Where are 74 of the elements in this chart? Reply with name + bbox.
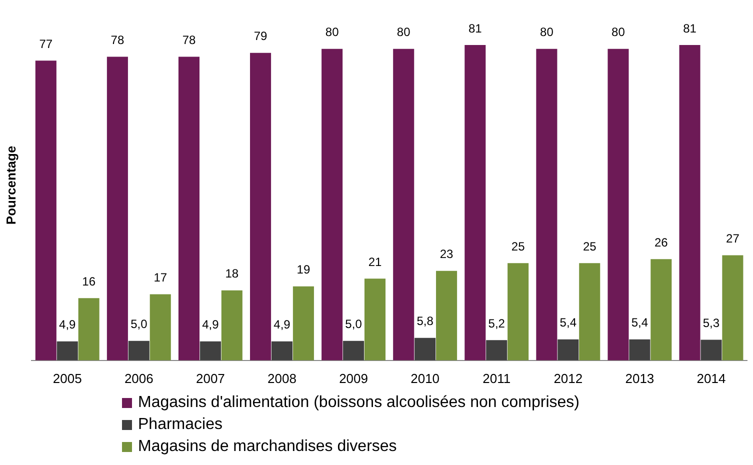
bar [250, 52, 272, 360]
data-label: 19 [296, 262, 310, 277]
x-tick-label: 2008 [268, 370, 296, 386]
bar [78, 298, 100, 360]
bar [558, 339, 579, 360]
legend-label: Pharmacies [138, 415, 222, 435]
data-label: 80 [612, 25, 626, 40]
data-label: 5,3 [702, 316, 720, 330]
bar [536, 48, 558, 360]
x-tick-label: 2009 [339, 370, 368, 386]
data-label: 16 [82, 274, 96, 288]
bar [106, 56, 128, 360]
data-label: 80 [325, 25, 340, 40]
data-label: 4,9 [59, 318, 76, 332]
data-label: 5,4 [631, 316, 648, 330]
x-tick-label: 2006 [124, 370, 154, 386]
data-label: 81 [683, 21, 697, 36]
bar [414, 338, 436, 360]
x-tick-label: 2010 [410, 370, 440, 386]
bar [629, 339, 650, 360]
data-label: 5,2 [488, 316, 506, 330]
bar [35, 60, 56, 360]
bar [364, 278, 386, 360]
data-label: 81 [468, 21, 482, 36]
data-label: 78 [182, 33, 196, 48]
data-label: 18 [225, 266, 239, 281]
data-label: 5,0 [130, 317, 148, 332]
data-label: 23 [440, 247, 454, 262]
data-label: 4,9 [202, 318, 220, 332]
data-label: 27 [726, 232, 740, 246]
bar [650, 259, 672, 360]
data-label: 26 [654, 235, 668, 250]
bar [271, 341, 293, 360]
data-label: 80 [396, 25, 411, 40]
legend-label: Magasins d'alimentation (boissons alcoolisées non comprises) [138, 393, 580, 413]
data-label: 25 [511, 239, 526, 254]
data-label: 5,4 [560, 316, 577, 330]
bar [579, 263, 600, 360]
x-tick-label: 2013 [625, 370, 654, 386]
bar [178, 56, 200, 360]
bar [464, 45, 486, 360]
bar [722, 255, 744, 360]
x-tick-label: 2007 [196, 370, 225, 386]
bar [56, 341, 78, 360]
x-tick-label: 2011 [482, 370, 511, 386]
bar [200, 341, 221, 360]
bar [343, 340, 364, 360]
data-label: 5,0 [345, 317, 362, 332]
bar [700, 340, 722, 360]
legend-label: Magasins de marchandises diverses [138, 437, 397, 457]
data-label: 21 [368, 254, 382, 269]
bar [150, 294, 171, 360]
bar [393, 48, 414, 360]
bar [128, 340, 150, 360]
y-axis-title: Pourcentage [3, 146, 18, 225]
data-label: 5,8 [416, 314, 434, 328]
data-label: 78 [110, 33, 124, 48]
bar [436, 270, 458, 360]
data-label: 25 [582, 239, 597, 254]
bar [292, 286, 314, 360]
bar [486, 340, 508, 360]
bar [608, 48, 629, 360]
bar [322, 48, 343, 360]
bar [508, 263, 529, 360]
data-label: 4,9 [274, 318, 291, 332]
data-label: 80 [540, 25, 554, 40]
data-label: 77 [39, 36, 53, 51]
x-tick-label: 2012 [554, 370, 583, 386]
data-label: 79 [254, 29, 268, 44]
bar [221, 290, 242, 360]
x-tick-label: 2005 [52, 370, 82, 386]
data-label: 17 [154, 270, 168, 285]
bar [679, 45, 700, 360]
x-tick-label: 2014 [696, 370, 726, 386]
